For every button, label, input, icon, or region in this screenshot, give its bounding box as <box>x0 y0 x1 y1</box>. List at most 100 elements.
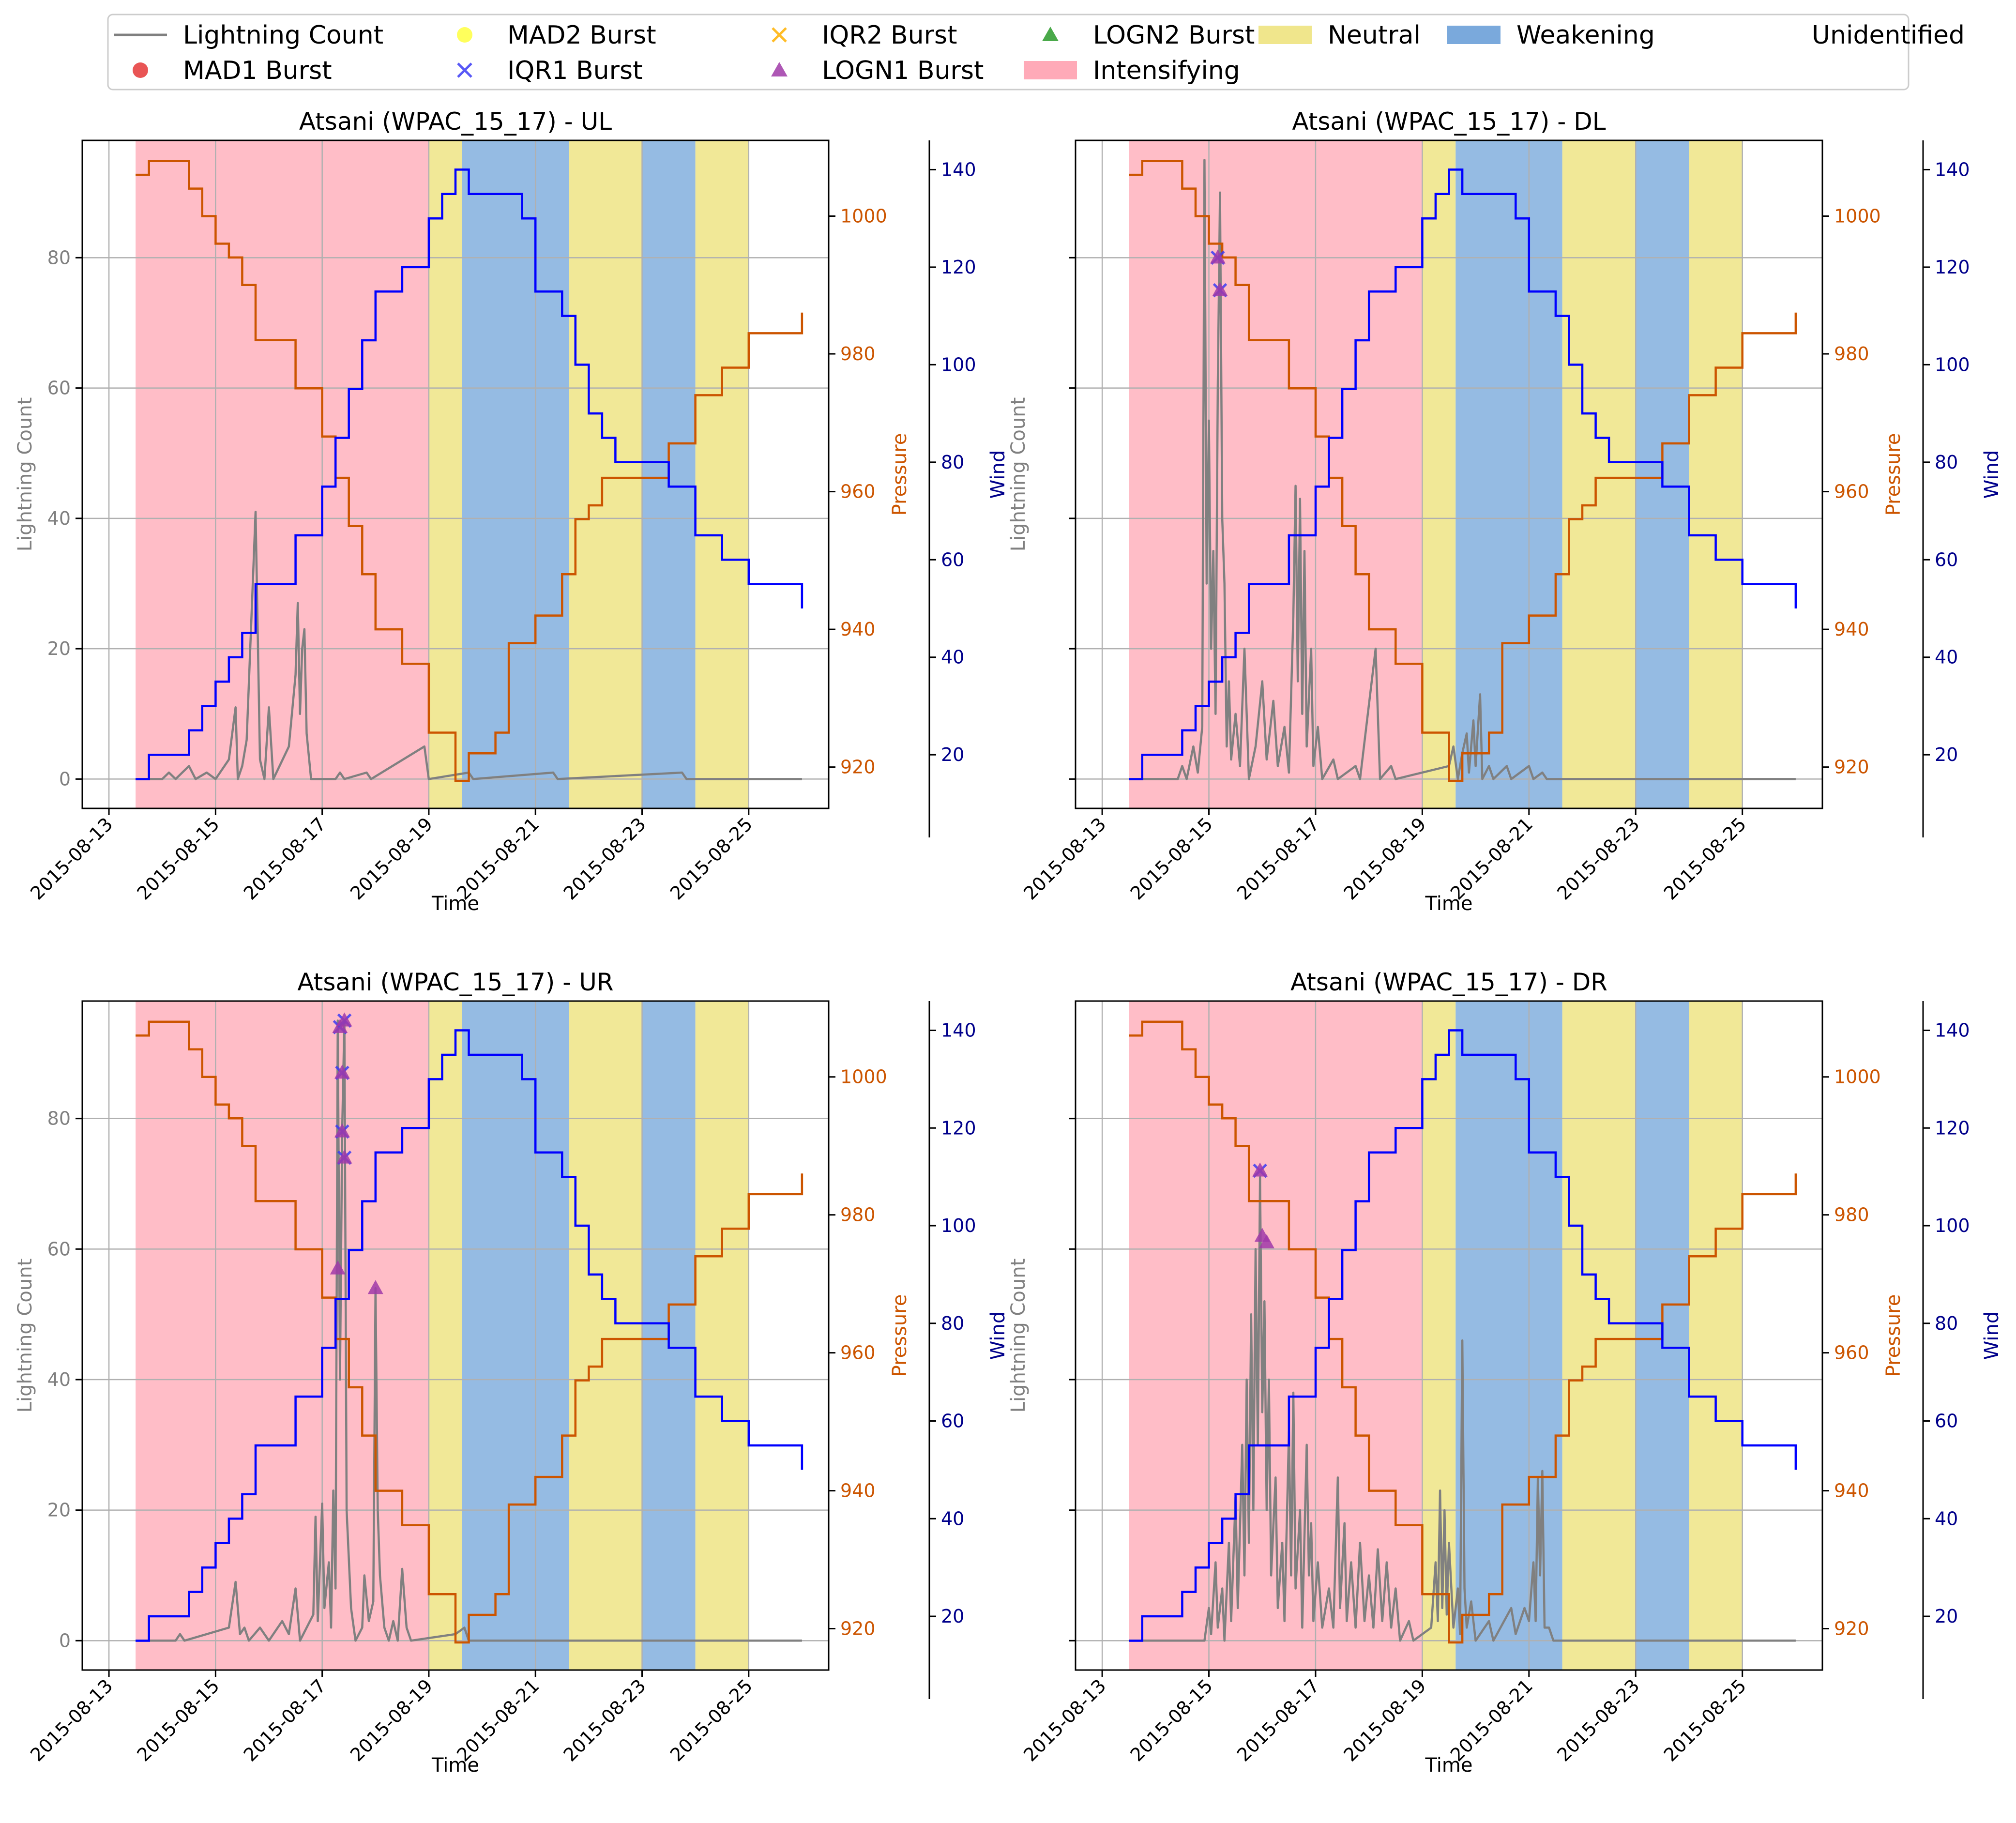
phase-band-neutral <box>569 140 642 808</box>
logn1-burst-marker <box>330 1260 346 1275</box>
pressure-axis-label: Pressure <box>889 433 911 516</box>
y-axis-label: Lightning Count <box>14 397 36 552</box>
pressure-axis-label: Pressure <box>1882 1294 1905 1377</box>
legend-entry: IQR2 Burst <box>772 21 957 50</box>
pressure-line <box>1129 1020 1797 1644</box>
phase-band-intensifying <box>136 1001 429 1670</box>
pressure-tick-label: 980 <box>1834 1204 1869 1226</box>
legend-label: Intensifying <box>1093 56 1240 85</box>
y-tick-label: 60 <box>47 1238 71 1260</box>
plot-frame <box>81 139 830 809</box>
wind-tick-label: 140 <box>1935 1020 1970 1041</box>
wind-tick-label: 140 <box>941 1020 976 1041</box>
plot-area <box>82 1001 829 1670</box>
lightning-count-line <box>1129 159 1796 780</box>
wind-axis-label: Wind <box>1981 450 2003 499</box>
legend: Lightning Count MAD2 Burst IQR2 Burst LOGN2… <box>107 14 1965 91</box>
wind-tick-label: 20 <box>941 744 964 765</box>
legend-entry: Intensifying <box>1024 56 1240 85</box>
legend-entry: MAD2 Burst <box>457 21 656 50</box>
phase-band-neutral <box>1422 140 1456 808</box>
lightning-count-line <box>136 511 802 780</box>
wind-tick-label: 80 <box>941 452 964 473</box>
logn1-burst-marker <box>334 1064 350 1079</box>
wind-tick-label: 120 <box>1935 1117 1970 1139</box>
logn1-burst-marker <box>1212 282 1228 296</box>
legend-entry: LOGN2 Burst <box>1042 21 1255 50</box>
legend-x-swatch <box>457 62 472 78</box>
pressure-line <box>136 160 803 782</box>
wind-tick-label: 20 <box>1935 744 1958 765</box>
wind-tick-label: 100 <box>941 1215 976 1236</box>
legend-entry: Unidentified <box>1812 21 1965 50</box>
chart-title: Atsani (WPAC_15_17) - UR <box>297 968 613 996</box>
phase-band-weakening <box>1455 1001 1562 1670</box>
wind-tick-label: 60 <box>941 549 964 570</box>
pressure-tick-label: 1000 <box>840 205 887 227</box>
pressure-tick-label: 940 <box>840 1480 876 1502</box>
phase-band-neutral <box>428 1001 462 1670</box>
pressure-tick-label: 960 <box>1834 481 1869 502</box>
wind-tick-label: 20 <box>1935 1606 1958 1627</box>
pressure-tick-label: 1000 <box>1834 1066 1881 1088</box>
y-tick-label: 80 <box>47 247 71 268</box>
plot-frame <box>1075 1000 1823 1671</box>
pressure-tick-label: 960 <box>840 1342 876 1364</box>
y-tick-label: 0 <box>59 768 71 790</box>
legend-entry: Neutral <box>1258 21 1421 50</box>
y-tick-label: 40 <box>47 508 71 529</box>
logn1-burst-marker <box>334 1123 350 1138</box>
wind-tick-label: 120 <box>941 1117 976 1139</box>
phase-band-weakening <box>1455 140 1562 808</box>
phase-band-weakening <box>462 1001 569 1670</box>
pressure-tick-label: 980 <box>840 1204 876 1226</box>
legend-label: LOGN2 Burst <box>1093 21 1255 50</box>
logn1-burst-marker <box>367 1280 383 1294</box>
phase-band-neutral <box>1689 1001 1743 1670</box>
pressure-tick-label: 920 <box>1834 1618 1869 1640</box>
chart-title: Atsani (WPAC_15_17) - UL <box>299 107 612 136</box>
legend-label: Neutral <box>1328 21 1421 50</box>
logn1-burst-marker <box>1210 249 1226 264</box>
wind-tick-label: 60 <box>1935 1411 1958 1432</box>
wind-axis-label: Wind <box>987 1311 1009 1360</box>
wind-tick-label: 140 <box>1935 159 1970 180</box>
legend-label: Unidentified <box>1812 21 1965 50</box>
legend-patch-swatch <box>1258 26 1312 44</box>
chart-title: Atsani (WPAC_15_17) - DR <box>1290 968 1607 996</box>
wind-tick-label: 100 <box>1935 1215 1970 1236</box>
wind-tick-label: 100 <box>1935 354 1970 375</box>
pressure-tick-label: 980 <box>1834 343 1869 365</box>
pressure-tick-label: 1000 <box>1834 205 1881 227</box>
plot-area <box>1076 1001 1822 1670</box>
pressure-axis-label: Pressure <box>889 1294 911 1377</box>
pressure-tick-label: 940 <box>1834 1480 1869 1502</box>
plot-frame <box>81 1000 830 1671</box>
logn1-burst-marker <box>1252 1162 1268 1177</box>
wind-tick-label: 80 <box>1935 1313 1958 1334</box>
legend-entry: IQR1 Burst <box>457 56 643 85</box>
pressure-tick-label: 1000 <box>840 1066 887 1088</box>
pressure-tick-label: 920 <box>1834 757 1869 778</box>
phase-band-weakening <box>462 140 569 808</box>
pressure-tick-label: 920 <box>840 757 876 778</box>
wind-tick-label: 60 <box>1935 549 1958 570</box>
wind-tick-label: 40 <box>941 1508 964 1529</box>
y-tick-label: 40 <box>47 1369 71 1390</box>
y-tick-label: 80 <box>47 1108 71 1129</box>
phase-band-intensifying <box>136 140 429 808</box>
legend-entry: MAD1 Burst <box>133 56 332 85</box>
logn1-burst-marker <box>1258 1234 1274 1248</box>
y-axis-label: Lightning Count <box>1007 1259 1030 1413</box>
phase-band-intensifying <box>1129 1001 1423 1670</box>
legend-triangle-swatch <box>1042 27 1059 41</box>
legend-entry: Weakening <box>1447 21 1655 50</box>
legend-label: IQR1 Burst <box>507 56 643 85</box>
x-axis-label: Time <box>431 893 479 915</box>
legend-patch-swatch <box>1447 26 1501 44</box>
pressure-tick-label: 940 <box>1834 619 1869 640</box>
pressure-axis-label: Pressure <box>1882 433 1905 516</box>
legend-circle-swatch <box>457 27 472 43</box>
legend-label: MAD1 Burst <box>183 56 332 85</box>
x-axis-label: Time <box>431 1754 479 1777</box>
